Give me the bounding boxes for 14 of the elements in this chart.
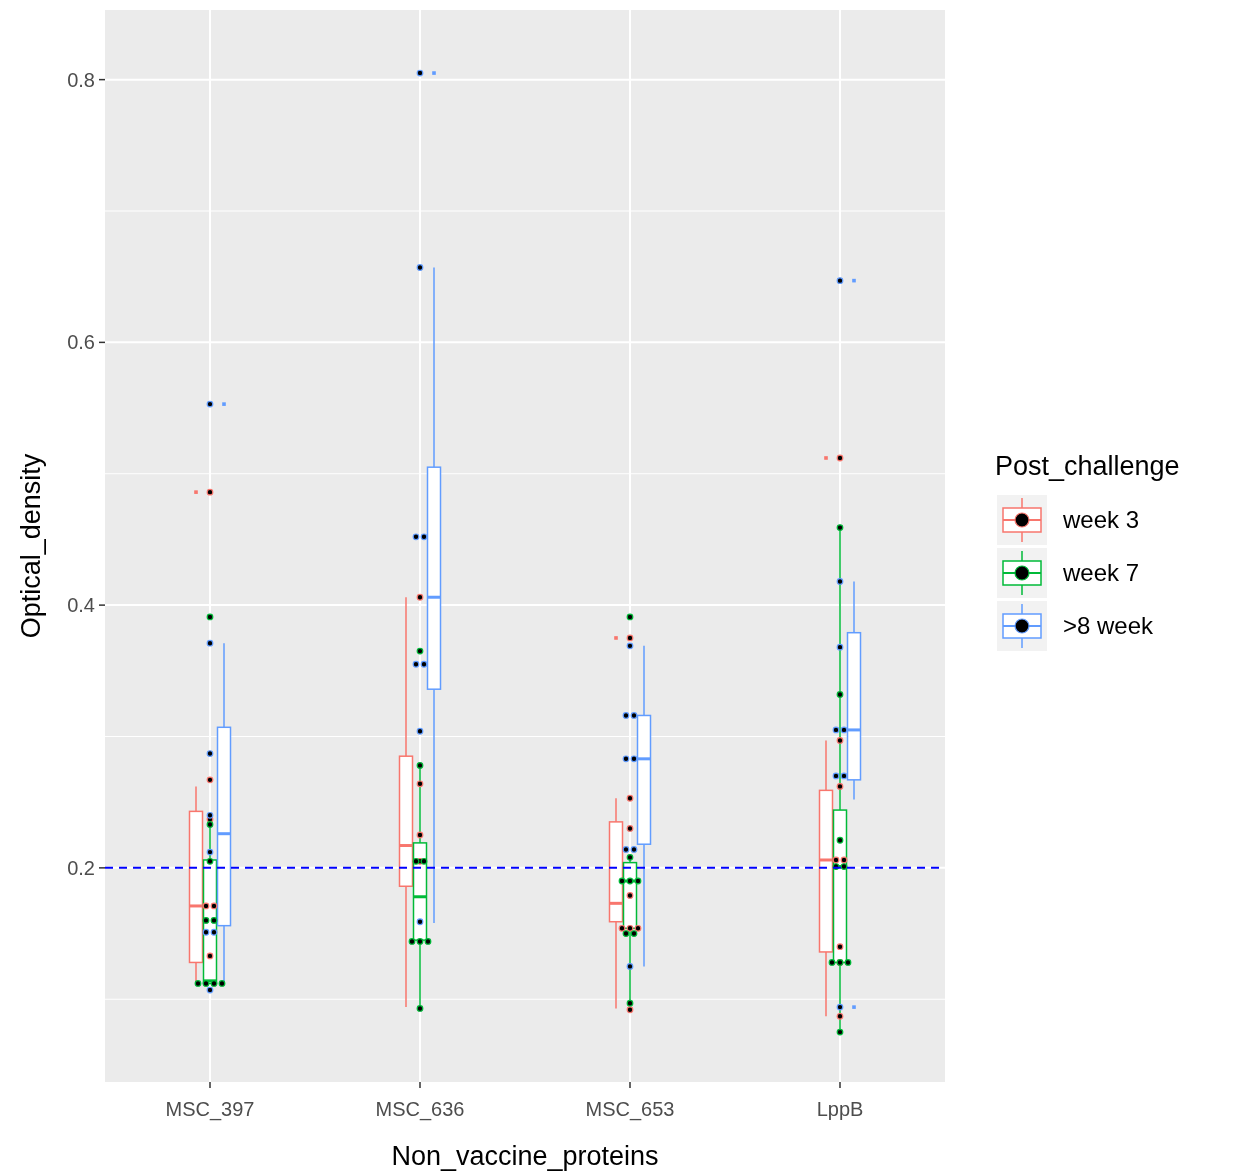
x-tick-label: MSC_636 — [375, 1098, 465, 1121]
x-axis-title: Non_vaccine_proteins — [391, 1141, 659, 1171]
legend-label: week 3 — [1062, 506, 1140, 534]
y-axis-title: Optical_density — [16, 453, 46, 639]
legend-title: Post_challenge — [995, 451, 1180, 481]
y-tick-label: 0.6 — [67, 331, 95, 354]
y-tick-label: 0.2 — [67, 856, 95, 879]
x-tick-label: MSC_653 — [585, 1098, 675, 1121]
x-tick-label: LppB — [816, 1098, 864, 1120]
y-tick-label: 0.4 — [67, 594, 95, 617]
legend-label: week 7 — [1062, 559, 1140, 587]
legend-label: >8 week — [1063, 612, 1155, 640]
y-tick-label: 0.8 — [67, 68, 95, 91]
x-tick-label: MSC_397 — [165, 1098, 255, 1121]
